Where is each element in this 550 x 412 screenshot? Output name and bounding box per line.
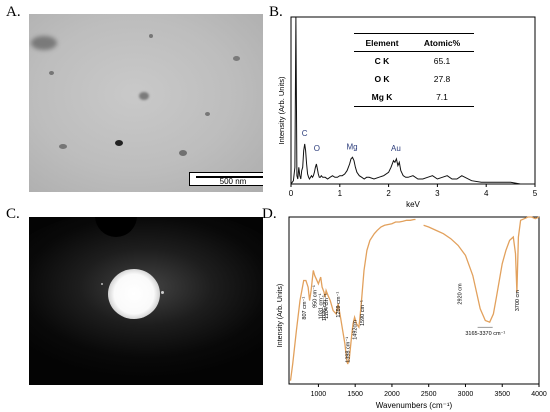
particle (59, 144, 67, 149)
particle (49, 71, 54, 75)
diffraction-spot (161, 291, 164, 294)
particle (115, 140, 123, 146)
x-axis-label: Wavenumbers (cm⁻¹) (376, 401, 453, 410)
atomic-percent-cell: 27.8 (433, 74, 451, 84)
central-spot (108, 269, 160, 319)
x-tick-label: 1 (338, 189, 343, 198)
beam-stop-shadow (95, 217, 137, 237)
panel-c-label: C. (6, 206, 20, 222)
x-axis-label: keV (406, 200, 420, 209)
scale-bar: 500 nm (189, 172, 263, 186)
eds-spectrum-chart: 0 1 2 3 4 5 keV Intensity (Arb. Units) CO Mg Au (277, 16, 538, 209)
peak-label: 1104 cm⁻¹ (324, 293, 330, 319)
peak-label: 1492cm (353, 320, 359, 340)
ftir-spectrum-chart: 1000 1500 2000 2500 3000 3500 4000 Wavenumbers … (277, 216, 547, 410)
x-tick-label: 1500 (347, 391, 363, 398)
ftir-spectrum-line (289, 218, 416, 381)
eds-spectrum-line (290, 16, 535, 185)
particle (139, 92, 149, 100)
peak-label: 1590 cm⁻¹ (360, 300, 366, 326)
peak-label: Mg (346, 142, 357, 151)
tem-micrograph: 500 nm (29, 14, 263, 192)
peak-label: 2920 cm (458, 283, 464, 305)
x-tick-label: 3000 (458, 391, 474, 398)
x-tick-label: 3 (435, 189, 440, 198)
table-row: O K 27.8 (354, 70, 474, 88)
peak-label: 950 cm⁻¹ (313, 285, 319, 308)
element-column-header: Element (365, 37, 399, 48)
particle (149, 34, 153, 38)
peak-label: 807 cm⁻¹ (302, 297, 308, 320)
panel-a-label: A. (6, 4, 21, 20)
diffraction-spot (101, 283, 103, 285)
element-cell: C K (374, 56, 390, 66)
x-tick-label: 0 (289, 189, 294, 198)
diffraction-pattern-image (29, 217, 263, 385)
y-axis-label: Intensity (Arb. Units) (277, 284, 284, 347)
peak-label: 1031 cm⁻¹ (319, 293, 325, 319)
y-axis-label: Intensity (Arb. Units) (277, 76, 286, 144)
peak-label: Au (391, 144, 401, 153)
panel-d-label: D. (262, 206, 277, 222)
particle (233, 56, 240, 61)
peak-label: 3700 cm (515, 290, 521, 312)
x-tick-label: 1000 (311, 391, 327, 398)
element-table: Element Atomic% C K 65.1 O K 27.8 Mg K 7… (354, 33, 474, 107)
x-tick-label: 5 (533, 189, 538, 198)
particle (31, 36, 57, 50)
x-tick-label: 4000 (531, 391, 547, 398)
panel-b-label: B. (269, 4, 283, 20)
element-cell: Mg K (371, 92, 393, 102)
table-row: C K 65.1 (354, 52, 474, 70)
x-tick-label: 3500 (494, 391, 510, 398)
element-table-header: Element Atomic% (354, 33, 474, 52)
peak-label: C (302, 129, 308, 138)
atomic-percent-column-header: Atomic% (423, 37, 461, 48)
peak-label: 3165-3370 cm⁻¹ (465, 331, 505, 337)
x-tick-label: 2 (386, 189, 391, 198)
table-row: Mg K 7.1 (354, 88, 474, 107)
x-tick-label: 4 (484, 189, 489, 198)
peak-label: 1398 cm⁻¹ (346, 337, 352, 363)
ftir-spectrum-line (423, 216, 540, 324)
element-cell: O K (374, 74, 390, 84)
peak-label: 1076 cm⁻¹ (322, 295, 328, 321)
plot-frame (290, 16, 536, 185)
particle (179, 150, 187, 156)
particle (205, 112, 210, 116)
plot-frame (288, 216, 540, 385)
peak-label: 1269 cm⁻¹ (336, 292, 342, 318)
x-tick-label: 2000 (384, 391, 400, 398)
peak-label: O (314, 144, 320, 153)
x-tick-label: 2500 (421, 391, 437, 398)
atomic-percent-cell: 7.1 (436, 92, 448, 102)
scale-bar-label: 500 nm (219, 177, 247, 186)
atomic-percent-cell: 65.1 (433, 56, 451, 66)
